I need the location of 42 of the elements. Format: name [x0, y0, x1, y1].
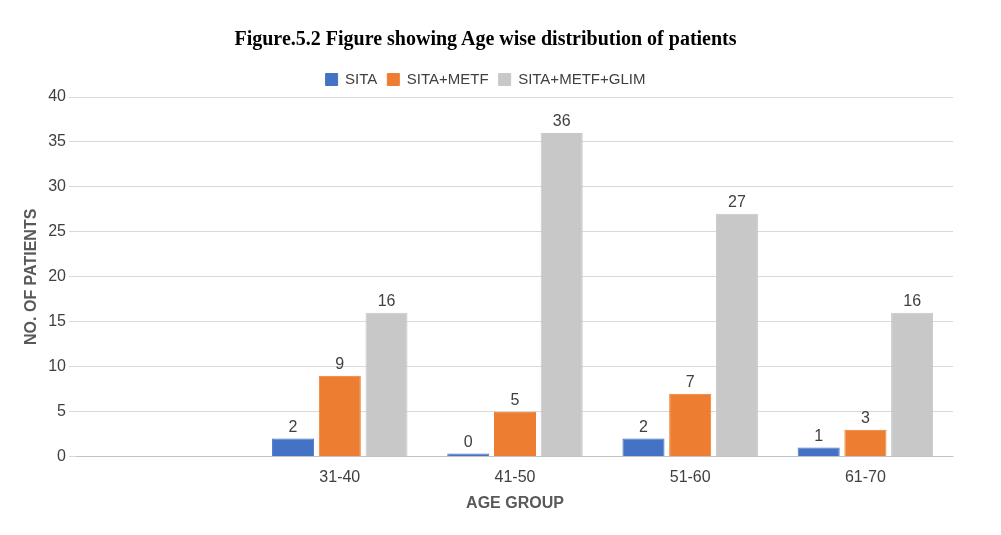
bar [622, 438, 665, 457]
bar [365, 312, 408, 457]
data-label: 27 [728, 193, 746, 211]
y-tick-label: 25 [48, 222, 67, 240]
data-label: 1 [814, 427, 824, 445]
bar [540, 132, 583, 457]
data-label: 36 [552, 112, 571, 130]
x-tick-label: 41-50 [494, 467, 536, 485]
y-tick-label: 30 [48, 177, 67, 195]
x-axis-title: AGE GROUP [466, 493, 565, 511]
legend-label: SITA [345, 69, 378, 87]
y-tick-label: 40 [48, 87, 67, 105]
data-label: 9 [335, 355, 345, 373]
legend-label: SITA+METF [406, 69, 489, 87]
chart-title: Figure.5.2 Figure showing Age wise distribution of patients [234, 27, 737, 51]
data-label: 16 [377, 292, 396, 310]
x-tick-label: 61-70 [844, 467, 886, 485]
y-tick-label: 15 [48, 312, 67, 330]
data-label: 16 [903, 292, 922, 310]
legend-label: SITA+METF+GLIM [518, 69, 646, 87]
bar [797, 447, 840, 457]
bar [272, 438, 315, 457]
y-tick-label: 0 [57, 447, 67, 465]
y-axis-title: NO. OF PATIENTS [22, 208, 40, 345]
bar [715, 213, 758, 457]
data-label: 3 [860, 409, 870, 427]
bar [891, 312, 934, 457]
y-tick-label: 20 [48, 267, 67, 285]
x-tick-label: 51-60 [669, 467, 711, 485]
data-label: 5 [510, 391, 520, 409]
bar [669, 393, 712, 457]
data-label: 0 [463, 433, 473, 451]
y-tick-label: 35 [48, 132, 67, 150]
data-label: 2 [639, 418, 649, 436]
data-label: 2 [288, 418, 298, 436]
y-tick-label: 5 [57, 402, 67, 420]
data-label: 7 [685, 373, 695, 391]
x-tick-label: 31-40 [319, 467, 361, 485]
bar [318, 375, 361, 457]
bar [493, 411, 537, 457]
y-tick-label: 10 [48, 357, 67, 375]
bar [844, 429, 887, 457]
